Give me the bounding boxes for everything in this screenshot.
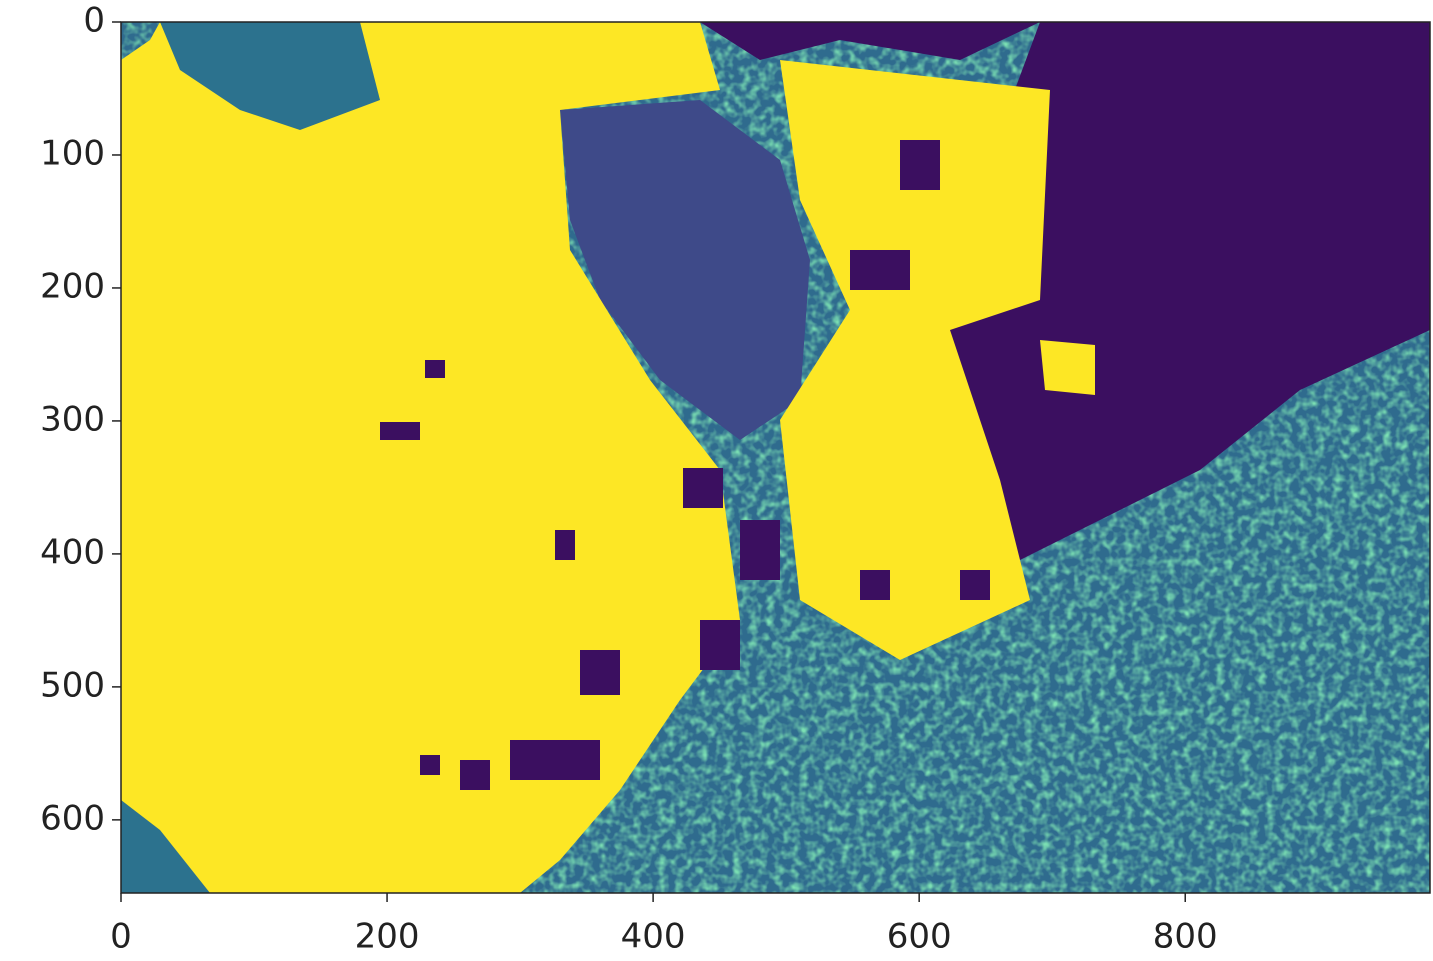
y-tick-label: 100 — [40, 133, 105, 173]
y-tick-label: 0 — [83, 1, 105, 41]
x-tick-label: 600 — [887, 917, 952, 957]
x-tick-label: 0 — [110, 917, 132, 957]
y-tick-label: 500 — [40, 665, 105, 705]
y-tick-label: 400 — [40, 532, 105, 572]
image — [121, 22, 1430, 893]
x-tick-label: 200 — [355, 917, 420, 957]
y-tick-label: 600 — [40, 798, 105, 838]
chart: 0 200 400 600 800 0 100 200 300 400 500 600 — [0, 0, 1433, 957]
yellow-region — [1040, 340, 1095, 395]
y-tick-label: 300 — [40, 399, 105, 439]
x-tick-label: 800 — [1153, 917, 1218, 957]
x-tick-label: 400 — [621, 917, 686, 957]
y-tick-label: 200 — [40, 266, 105, 306]
